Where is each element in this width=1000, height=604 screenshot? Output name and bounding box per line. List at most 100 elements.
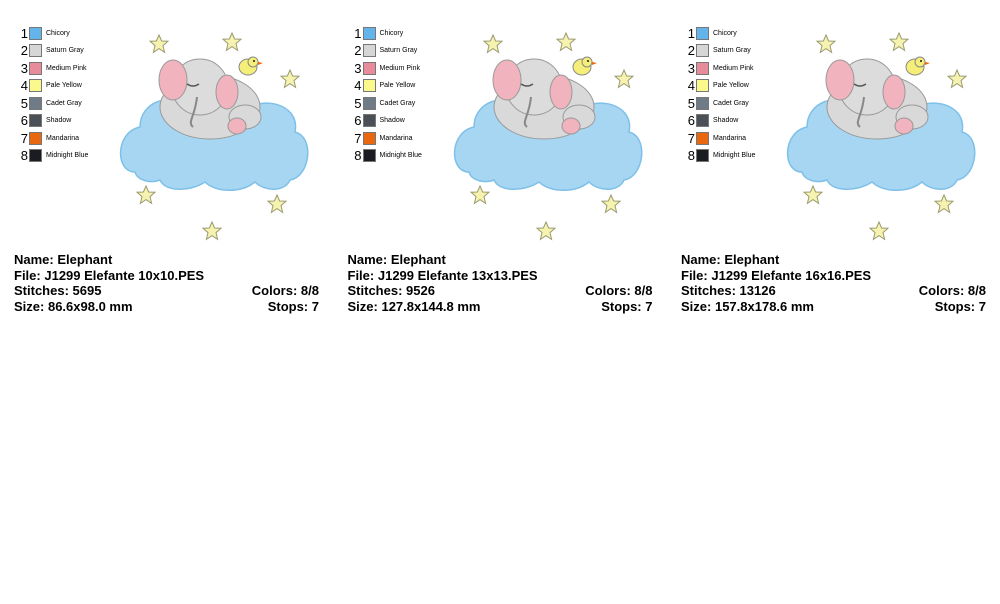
- color-name: Mandarina: [379, 134, 413, 142]
- color-row: 3 Medium Pink: [18, 60, 87, 76]
- color-swatch: [362, 114, 376, 127]
- color-name: Cadet Gray: [713, 99, 749, 107]
- color-number: 5: [687, 95, 695, 111]
- info-value: 7: [978, 299, 986, 314]
- info-value: Elephant: [57, 252, 113, 267]
- color-name: Saturn Gray: [379, 47, 418, 54]
- elephant-art: [454, 33, 641, 239]
- color-swatch: [362, 61, 376, 75]
- color-row: 1 Chicory: [685, 25, 737, 41]
- color-row: 6 Shadow: [685, 113, 739, 129]
- color-number: 5: [354, 95, 362, 111]
- color-number: 6: [687, 113, 695, 128]
- color-number: 3: [687, 60, 695, 76]
- color-number: 1: [354, 25, 362, 41]
- info-value: J1299 Elefante 10x10.PES: [44, 268, 205, 283]
- design-preview: [115, 22, 315, 252]
- info-stops: Stops: 7: [268, 299, 319, 314]
- color-number: 7: [354, 130, 362, 146]
- color-swatch: [696, 131, 709, 145]
- info-value: 8/8: [967, 283, 986, 298]
- info-size: Size: 157.8x178.6 mm: [681, 299, 814, 314]
- info-label: Stops:: [934, 299, 976, 314]
- color-swatch: [696, 149, 709, 162]
- info-value: 7: [311, 299, 319, 314]
- color-number: 4: [20, 78, 28, 93]
- color-row: 4 Pale Yellow: [352, 78, 416, 94]
- info-stitches: Stitches: 9526: [348, 283, 435, 298]
- design-preview: [782, 22, 982, 252]
- color-name: Pale Yellow: [46, 82, 82, 89]
- color-swatch: [362, 149, 376, 162]
- color-name: Cadet Gray: [46, 99, 82, 107]
- info-stops: Stops: 7: [935, 299, 986, 314]
- color-swatch: [696, 26, 709, 40]
- color-swatch: [29, 114, 42, 127]
- color-row: 6 Shadow: [18, 113, 72, 129]
- elephant-art: [788, 33, 975, 239]
- color-row: 2 Saturn Gray: [685, 43, 751, 59]
- color-swatch: [362, 96, 376, 110]
- info-label: Name:: [681, 252, 721, 267]
- color-row: 8 Midnight Blue: [685, 148, 756, 164]
- color-row: 4 Pale Yellow: [685, 78, 749, 94]
- info-value: 8/8: [634, 283, 653, 298]
- info-label: File:: [681, 268, 708, 283]
- color-swatch: [362, 26, 376, 40]
- color-name: Chicory: [713, 29, 737, 37]
- color-swatch: [29, 61, 42, 75]
- color-number: 4: [687, 78, 695, 93]
- color-name: Saturn Gray: [713, 47, 751, 54]
- color-row: 2 Saturn Gray: [18, 43, 84, 59]
- info-label: Stitches:: [681, 283, 736, 298]
- color-number: 8: [687, 148, 695, 163]
- color-swatch: [29, 131, 42, 145]
- color-name: Pale Yellow: [713, 82, 749, 89]
- info-name: Name: Elephant: [681, 252, 779, 267]
- color-name: Shadow: [46, 117, 72, 124]
- info-label: File:: [347, 268, 375, 283]
- info-stitches: Stitches: 5695: [14, 283, 101, 298]
- color-row: 6 Shadow: [352, 113, 405, 129]
- color-row: 2 Saturn Gray: [352, 43, 418, 59]
- color-name: Pale Yellow: [379, 82, 416, 89]
- color-swatch: [696, 114, 709, 127]
- info-size: Size: 127.8x144.8 mm: [348, 299, 481, 314]
- info-label: Stitches:: [14, 283, 69, 298]
- color-name: Mandarina: [46, 134, 80, 142]
- color-row: 7 Mandarina: [352, 130, 413, 146]
- info-name: Name: Elephant: [348, 252, 446, 267]
- color-number: 4: [354, 78, 362, 93]
- info-file: File: J1299 Elefante 13x13.PES: [348, 268, 538, 283]
- info-label: Stitches:: [347, 283, 403, 298]
- color-swatch: [696, 44, 709, 57]
- info-label: Stops:: [601, 299, 642, 314]
- color-name: Shadow: [713, 117, 739, 124]
- color-name: Medium Pink: [46, 64, 87, 72]
- design-panel: 1 Chicory 2 Saturn Gray 3 Medium Pink 4 Pale Ye…: [667, 0, 1000, 330]
- design-preview: [449, 22, 649, 252]
- info-label: Size:: [681, 299, 712, 314]
- color-swatch: [29, 149, 42, 162]
- info-label: Size:: [14, 299, 45, 314]
- color-number: 2: [354, 43, 362, 58]
- color-row: 3 Medium Pink: [352, 60, 420, 76]
- info-file: File: J1299 Elefante 16x16.PES: [681, 268, 871, 283]
- info-value: 5695: [72, 283, 102, 298]
- info-label: Colors:: [251, 283, 298, 298]
- info-colors-count: Colors: 8/8: [252, 283, 319, 298]
- color-swatch: [29, 79, 42, 92]
- info-value: Elephant: [724, 252, 780, 267]
- color-row: 1 Chicory: [18, 25, 70, 41]
- info-value: J1299 Elefante 16x16.PES: [711, 268, 872, 283]
- info-name: Name: Elephant: [14, 252, 112, 267]
- color-name: Midnight Blue: [379, 152, 422, 159]
- color-row: 5 Cadet Gray: [685, 95, 749, 111]
- color-row: 8 Midnight Blue: [352, 148, 422, 164]
- color-swatch: [696, 61, 709, 75]
- color-name: Mandarina: [713, 134, 747, 142]
- info-value: 8/8: [300, 283, 319, 298]
- color-row: 5 Cadet Gray: [18, 95, 82, 111]
- color-swatch: [696, 79, 709, 92]
